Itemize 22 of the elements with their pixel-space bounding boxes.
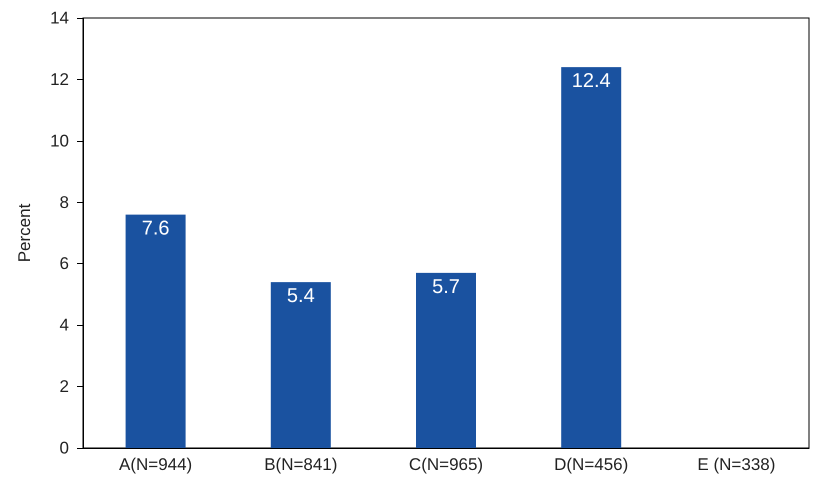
y-tick-label: 4 xyxy=(60,316,69,335)
data-label: 5.7 xyxy=(432,276,460,298)
y-tick-label: 6 xyxy=(60,254,69,274)
bar xyxy=(416,272,476,448)
x-tick-label: C(N=965) xyxy=(408,455,484,474)
y-tick-label: 2 xyxy=(60,377,69,396)
y-tick-label: 8 xyxy=(60,192,69,212)
y-tick-label: 12 xyxy=(50,70,69,89)
bar xyxy=(561,67,622,448)
x-tick-label: A(N=944) xyxy=(118,455,192,474)
data-label: 7.6 xyxy=(142,218,170,240)
x-tick-label: B(N=841) xyxy=(264,455,338,474)
y-tick-label: 10 xyxy=(50,131,69,150)
data-label: 5.4 xyxy=(286,285,315,308)
bar xyxy=(270,282,331,448)
bar xyxy=(126,214,186,448)
y-tick-label: 14 xyxy=(50,8,69,28)
x-tick-label: D(N=456) xyxy=(554,455,628,474)
y-axis-title: Percent xyxy=(15,203,34,262)
x-tick-label: E (N=338) xyxy=(697,455,776,474)
data-label: 12.4 xyxy=(572,70,611,92)
y-tick-label: 0 xyxy=(60,438,69,458)
